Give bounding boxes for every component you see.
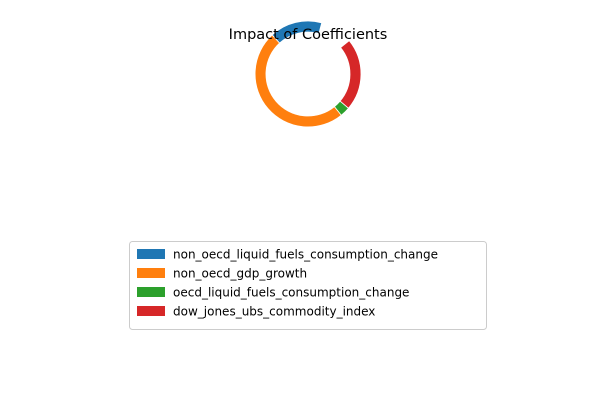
legend-label: non_oecd_gdp_growth [173, 267, 307, 281]
legend-label: oecd_liquid_fuels_consumption_change [173, 286, 409, 300]
legend-frame [129, 241, 487, 330]
legend: non_oecd_liquid_fuels_consumption_change… [129, 241, 487, 330]
chart-title: Impact of Coefficients [229, 27, 388, 43]
legend-item: non_oecd_liquid_fuels_consumption_change [137, 248, 438, 262]
legend-swatch [137, 249, 165, 259]
legend-label: non_oecd_liquid_fuels_consumption_change [173, 248, 438, 262]
legend-label: dow_jones_ubs_commodity_index [173, 305, 375, 319]
legend-item: non_oecd_gdp_growth [137, 267, 307, 281]
legend-item: oecd_liquid_fuels_consumption_change [137, 286, 409, 300]
donut-slice-dow-jones-ubs-commodity-index [339, 40, 362, 109]
legend-item: dow_jones_ubs_commodity_index [137, 305, 375, 319]
donut-chart [254, 20, 362, 128]
legend-swatch [137, 287, 165, 297]
donut-slice-non-oecd-gdp-growth [254, 34, 342, 128]
legend-swatch [137, 268, 165, 278]
legend-swatch [137, 306, 165, 316]
